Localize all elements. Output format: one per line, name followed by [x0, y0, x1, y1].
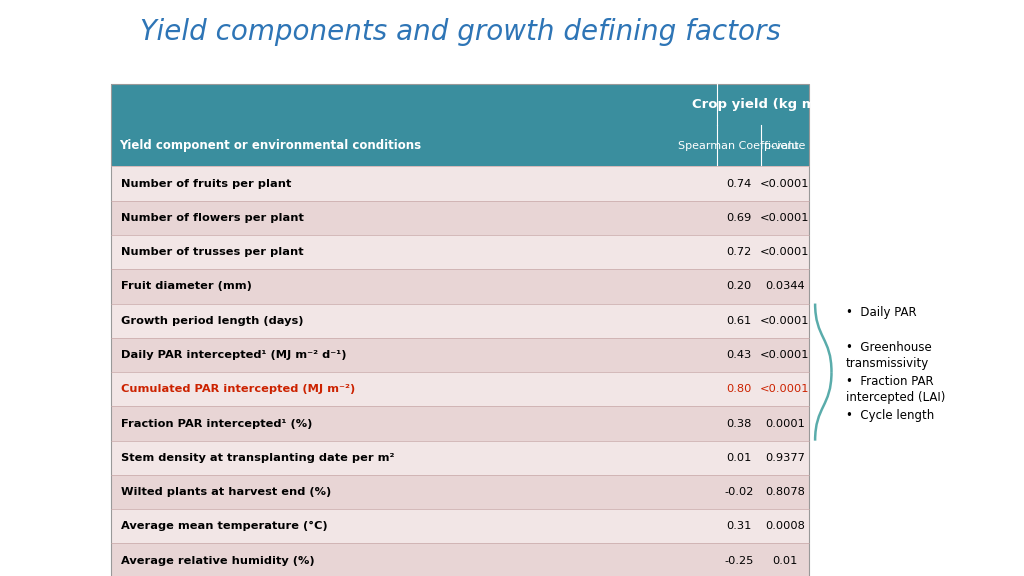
Text: <0.0001: <0.0001 [760, 213, 810, 223]
Bar [111, 84, 809, 125]
Text: Number of flowers per plant: Number of flowers per plant [121, 213, 304, 223]
Text: 0.0008: 0.0008 [765, 521, 805, 531]
Bar [111, 270, 809, 304]
Text: <0.0001: <0.0001 [760, 316, 810, 325]
Text: 0.72: 0.72 [726, 247, 752, 257]
Text: <0.0001: <0.0001 [760, 384, 810, 394]
Text: Fruit diameter (mm): Fruit diameter (mm) [121, 282, 252, 291]
Text: 0.01: 0.01 [772, 556, 798, 566]
Bar [111, 235, 809, 270]
Text: 0.69: 0.69 [726, 213, 752, 223]
Bar [111, 338, 809, 372]
Text: <0.0001: <0.0001 [760, 350, 810, 360]
Text: Number of fruits per plant: Number of fruits per plant [121, 179, 291, 188]
Text: 0.9377: 0.9377 [765, 453, 805, 463]
Text: 0.8078: 0.8078 [765, 487, 805, 497]
Text: 0.43: 0.43 [726, 350, 752, 360]
Bar [111, 543, 809, 576]
Text: Stem density at transplanting date per m²: Stem density at transplanting date per m… [121, 453, 394, 463]
Bar [111, 166, 809, 200]
Text: Average mean temperature (°C): Average mean temperature (°C) [121, 521, 328, 531]
Text: -0.25: -0.25 [724, 556, 754, 566]
Bar [111, 509, 809, 543]
Bar [111, 372, 809, 406]
Text: Average relative humidity (%): Average relative humidity (%) [121, 556, 314, 566]
Text: Cumulated PAR intercepted (MJ m⁻²): Cumulated PAR intercepted (MJ m⁻²) [121, 384, 355, 394]
Text: Spearman Coefficient: Spearman Coefficient [679, 141, 799, 151]
Text: 0.20: 0.20 [726, 282, 752, 291]
Text: 0.61: 0.61 [726, 316, 752, 325]
Text: p-value: p-value [764, 141, 806, 151]
Bar [111, 304, 809, 338]
Bar [111, 475, 809, 509]
Text: 0.38: 0.38 [726, 419, 752, 429]
Text: •  Daily PAR: • Daily PAR [846, 306, 916, 320]
Bar [111, 125, 809, 166]
Text: 0.31: 0.31 [726, 521, 752, 531]
Text: 0.74: 0.74 [726, 179, 752, 188]
Text: Fraction PAR intercepted¹ (%): Fraction PAR intercepted¹ (%) [121, 419, 312, 429]
Bar [111, 84, 809, 576]
Text: Wilted plants at harvest end (%): Wilted plants at harvest end (%) [121, 487, 331, 497]
Text: <0.0001: <0.0001 [760, 247, 810, 257]
Text: •  Cycle length: • Cycle length [846, 409, 934, 422]
Text: <0.0001: <0.0001 [760, 179, 810, 188]
Text: 0.80: 0.80 [726, 384, 752, 394]
Text: Crop yield (kg m⁻²): Crop yield (kg m⁻²) [691, 98, 835, 111]
Text: 0.0344: 0.0344 [765, 282, 805, 291]
Bar [111, 200, 809, 235]
Text: Growth period length (days): Growth period length (days) [121, 316, 303, 325]
Text: •  Greenhouse
transmissivity: • Greenhouse transmissivity [846, 340, 932, 370]
Text: Yield components and growth defining factors: Yield components and growth defining fac… [140, 18, 781, 46]
Text: Daily PAR intercepted¹ (MJ m⁻² d⁻¹): Daily PAR intercepted¹ (MJ m⁻² d⁻¹) [121, 350, 346, 360]
Text: Yield component or environmental conditions: Yield component or environmental conditi… [119, 139, 421, 152]
Bar [111, 406, 809, 441]
Text: •  Fraction PAR
intercepted (LAI): • Fraction PAR intercepted (LAI) [846, 375, 945, 404]
Text: 0.0001: 0.0001 [765, 419, 805, 429]
Text: Number of trusses per plant: Number of trusses per plant [121, 247, 303, 257]
Text: -0.02: -0.02 [724, 487, 754, 497]
Bar [111, 441, 809, 475]
Text: 0.01: 0.01 [726, 453, 752, 463]
